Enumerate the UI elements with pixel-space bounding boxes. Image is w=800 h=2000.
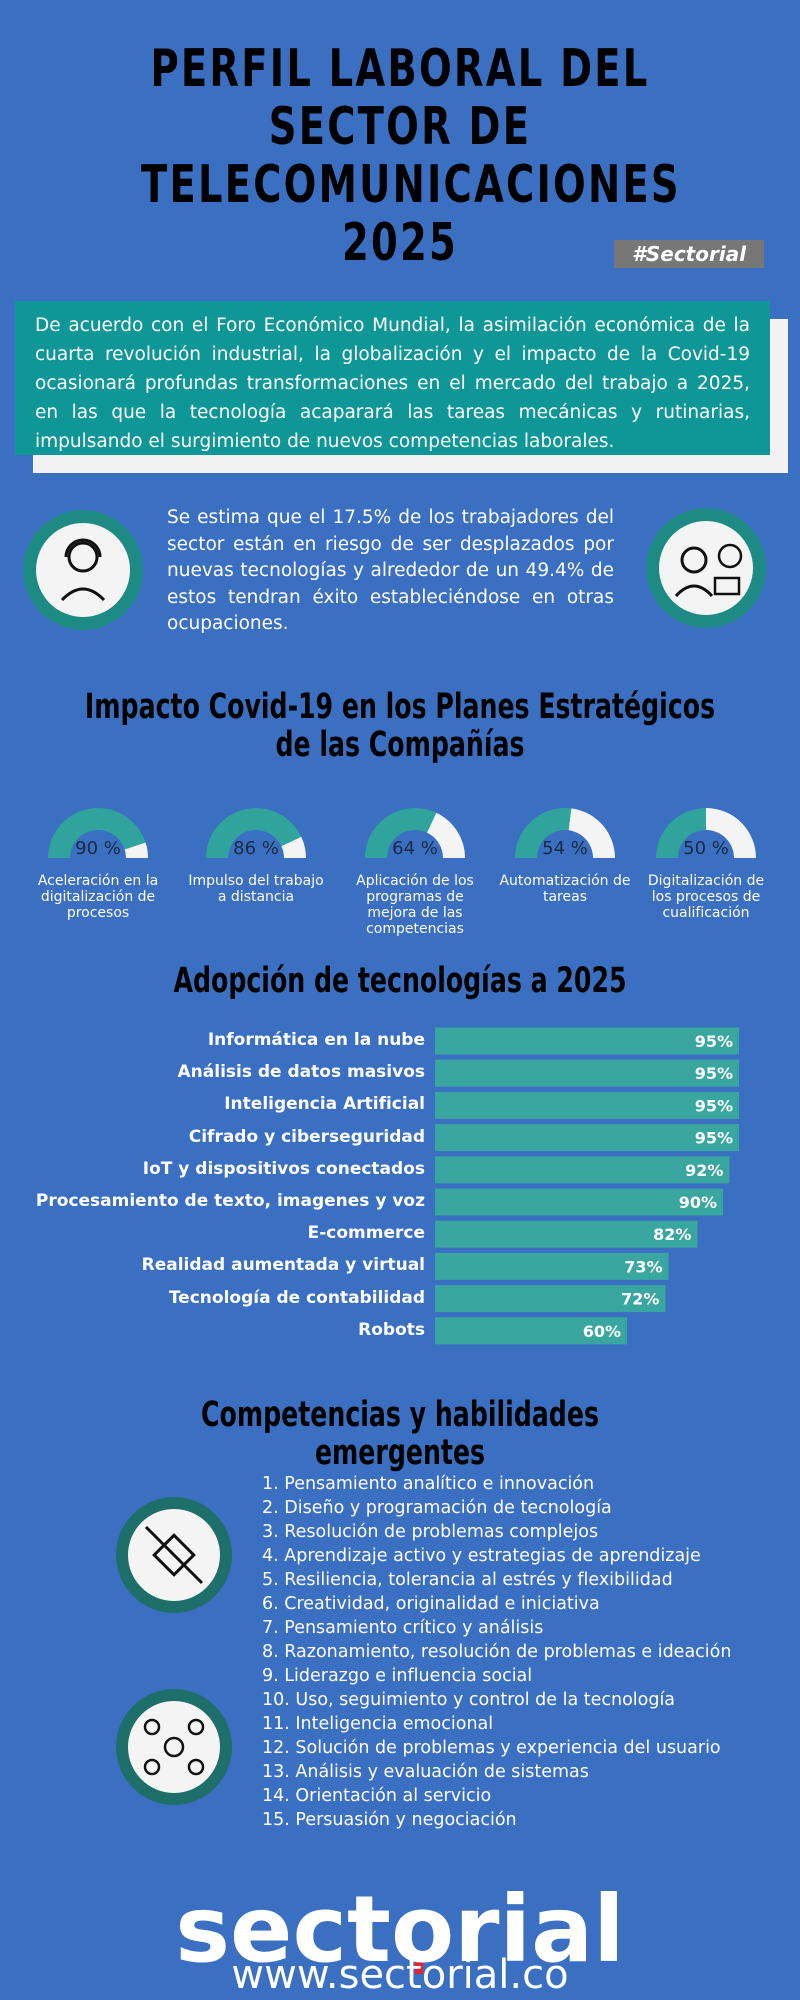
skill-item: 6. Creatividad, originalidad e iniciativ… [262,1594,600,1614]
skill-item: 2. Diseño y programación de tecnología [262,1498,612,1518]
stat-text: Se estima que el 17.5% de los trabajador… [167,507,614,634]
skill-item: 1. Pensamiento analítico e innovación [262,1474,595,1494]
gauge-value [515,808,572,858]
skill-item: 14. Orientación al servicio [262,1786,492,1806]
bar-label: Cifrado y ciberseguridad [188,1126,425,1147]
bar-label: Tecnología de contabilidad [168,1287,425,1308]
bar [435,1027,739,1055]
bar-value-label: 95% [695,1129,733,1148]
icon-network [116,1689,232,1805]
bar-label: Análisis de datos masivos [177,1062,425,1083]
bar-value-label: 92% [685,1161,723,1180]
bar-value-label: 60% [583,1322,621,1341]
gauge-track [706,808,756,858]
skill-item: 9. Liderazgo e influencia social [262,1666,533,1686]
section-title: Impacto Covid-19 en los Planes Estratégi… [84,687,716,765]
bar [435,1220,698,1248]
bar-value-label: 90% [679,1193,717,1212]
bar-label: Inteligencia Artificial [224,1094,425,1115]
gauge-caption: Automatización de tareas [499,873,631,905]
bar-label: IoT y dispositivos conectados [142,1158,425,1179]
section-title: Adopción de tecnologías a 2025 [173,961,627,1001]
gauge-label: 64 % [392,838,438,859]
bar [435,1124,739,1152]
intro: De acuerdo con el Foro Económico Mundial… [15,301,770,455]
icon-support [646,508,766,628]
title: PERFIL LABORAL DEL SECTOR DE TELECOMUNIC… [141,39,681,273]
bar-value-label: 95% [695,1064,733,1083]
gauge-label: 54 % [542,838,588,859]
gauge-label: 90 % [75,838,121,859]
bar-label: Realidad aumentada y virtual [141,1255,425,1276]
bar-label: Procesamiento de texto, imagenes y voz [35,1191,425,1211]
bar [435,1285,666,1313]
gauge-value [48,808,146,858]
bar [435,1156,730,1184]
bar-label: E-commerce [307,1223,425,1244]
bar-value-label: 95% [695,1032,733,1051]
gauge-value [656,808,706,858]
gauge-caption: Aplicación de los programas de mejora de… [356,873,474,937]
bar-value-label: 73% [624,1257,662,1276]
gauge-label: 50 % [683,838,729,859]
bar [435,1252,669,1280]
icon-satellite [116,1497,232,1613]
bar [435,1188,723,1216]
skill-item: 7. Pensamiento crítico y análisis [262,1618,544,1638]
bar [435,1059,739,1087]
bar-value-label: 72% [621,1290,659,1309]
gauge-caption: Impulso del trabajo a distancia [188,873,324,905]
skill-item: 12. Solución de problemas y experiencia … [262,1738,721,1758]
logo-accent [415,1952,423,1974]
skill-item: 8. Razonamiento, resolución de problemas… [262,1642,732,1662]
gauge-caption: Digitalización de los procesos de cualif… [647,873,765,921]
url: www.sectorial.co [231,1952,569,1998]
bar-label: Robots [358,1319,425,1340]
gauge-track [124,842,148,858]
gauge-track [281,836,306,858]
section-title: Competencias y habilidades emergentes [201,1395,599,1473]
skill-item: 4. Aprendizaje activo y estrategias de a… [262,1546,701,1566]
bar-value-label: 82% [653,1225,691,1244]
skill-item: 3. Resolución de problemas complejos [262,1522,599,1542]
skill-item: 15. Persuasión y negociación [262,1810,517,1830]
gauge-label: 86 % [233,838,279,859]
skill-item: 13. Análisis y evaluación de sistemas [262,1762,589,1782]
bar-value-label: 95% [695,1096,733,1115]
logo: sectorial [175,1876,625,1983]
skill-item: 10. Uso, seguimiento y control de la tec… [262,1690,676,1710]
skill-item: 11. Inteligencia emocional [262,1714,494,1734]
gauge-track [568,808,615,858]
gauge-track [426,812,465,858]
bar [435,1317,627,1345]
gauge-value [206,807,302,858]
tag: #Sectorial [614,240,764,268]
gauge-caption: Aceleración en la digitalización de proc… [37,873,159,921]
bar-label: Informática en la nube [207,1030,425,1050]
gauge-value [365,808,437,858]
bar [435,1091,739,1119]
skill-item: 5. Resiliencia, tolerancia al estrés y f… [262,1570,673,1590]
icon-agent [23,510,143,630]
